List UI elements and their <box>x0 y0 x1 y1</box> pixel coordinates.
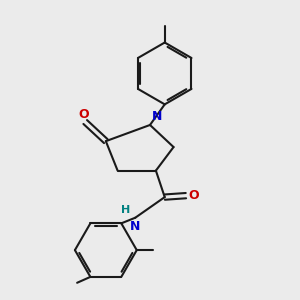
Text: O: O <box>188 189 199 202</box>
Text: H: H <box>121 206 130 215</box>
Text: N: N <box>130 220 140 233</box>
Text: O: O <box>78 108 89 121</box>
Text: N: N <box>152 110 163 124</box>
